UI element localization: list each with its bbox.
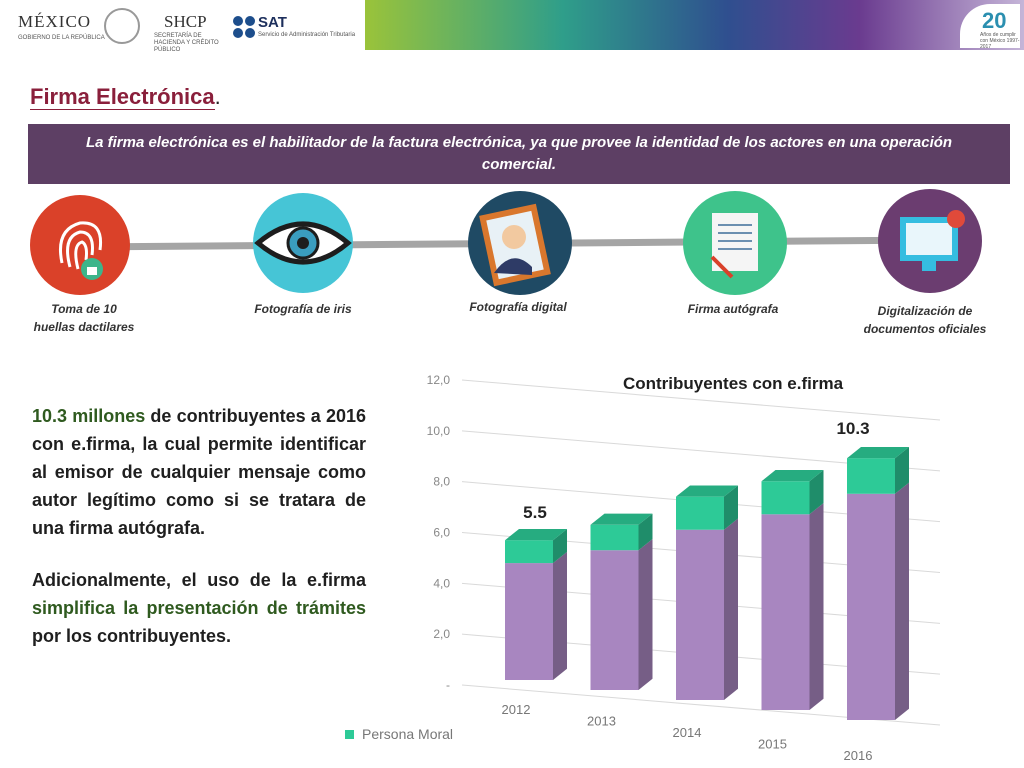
step-label: Toma de 10 huellas dactilares [33,302,135,334]
bar-segment [505,540,553,564]
x-tick-label: 2013 [587,714,616,729]
highlight: 10.3 millones [32,406,146,426]
x-tick-label: 2014 [673,725,702,740]
paragraph: Adicionalmente, el uso de la e.firma sim… [32,566,366,650]
logo-text: SHCP [164,12,207,31]
logo-text: MÉXICO [18,12,92,31]
y-tick-label: 2,0 [433,627,450,641]
y-tick-label: 8,0 [433,475,450,489]
bar-side [895,482,909,720]
seal [104,8,140,44]
logo-sub: Servicio de Administración Tributaria [258,32,356,38]
title-text: Firma Electrónica [30,84,215,110]
step-icon [468,191,572,295]
x-tick-label: 2015 [758,737,787,752]
bar-side [638,513,653,551]
banner-text: La firma electrónica es el habilitador d… [85,134,953,173]
bar-side [809,470,824,515]
banner: La firma electrónica es el habilitador d… [28,124,1010,184]
title: Firma Electrónica. [30,84,221,110]
y-tick-label: - [446,678,450,692]
bar-segment [761,514,810,710]
bar-side [724,485,738,530]
bar-side [553,551,567,680]
bar-segment [505,563,553,680]
chart-title: Contribuyentes con e.firma [623,374,844,393]
bar-top [761,470,824,482]
bar-top [676,485,738,497]
bar-top [847,447,909,459]
step-icon [878,189,982,293]
bar-segment [847,458,895,494]
bar-side [553,529,567,564]
bar-side [638,539,653,690]
text: de contribuyentes a 2016 con e.firma, la… [32,406,366,538]
sat-icon [233,16,255,38]
step-label: Digitalización de documentos oficiales [863,304,987,336]
logo-sub: SECRETARÍA DE HACIENDA Y CRÉDITO PÚBLICO [154,33,219,53]
y-tick-label: 10,0 [427,424,451,438]
text: Adicionalmente, el uso de la e.firma [32,570,366,590]
step-label: Fotografía digital [469,300,567,314]
step-label: Firma autógrafa [687,302,779,316]
logo-sub: GOBIERNO DE LA REPÚBLICA [18,35,105,41]
paragraph: 10.3 millones de contribuyentes a 2016 c… [32,402,366,542]
grid-line [461,379,941,421]
bar-segment [847,493,895,720]
anniversary-badge [960,4,1020,48]
legend-label: Persona Moral [362,726,453,742]
y-tick-label: 4,0 [433,576,450,590]
anniversary-text: Años de cumplir con México 1997-2017 [980,32,1020,50]
bar-side [724,518,738,700]
bar-side [895,447,909,494]
x-tick-label: 2016 [844,748,873,763]
header-band [365,0,1024,50]
bar-segment [761,481,810,515]
bar-top [590,513,653,525]
bar-segment [676,529,724,700]
bar-segment [676,496,724,530]
legend-swatch [345,730,354,739]
title-dot: . [214,84,221,109]
y-tick-label: 6,0 [433,526,450,540]
logo-text: SAT [258,14,287,31]
step-icon [30,195,130,295]
step-icon [253,193,353,293]
bar-top [505,529,567,541]
step-label: Fotografía de iris [254,302,352,316]
y-tick-label: 12,0 [427,373,451,387]
highlight: simplifica la presentación de trámites [32,598,366,618]
x-tick-label: 2012 [502,702,531,717]
anniversary-number: 20 [982,8,1007,33]
timeline [30,189,982,295]
text: por los contribuyentes. [32,626,232,646]
bar-segment [590,550,639,690]
bar-segment [590,524,639,551]
annotation: 10.3 [836,419,869,438]
bar-side [809,503,824,710]
step-icon [683,191,787,295]
annotation: 5.5 [523,503,547,522]
